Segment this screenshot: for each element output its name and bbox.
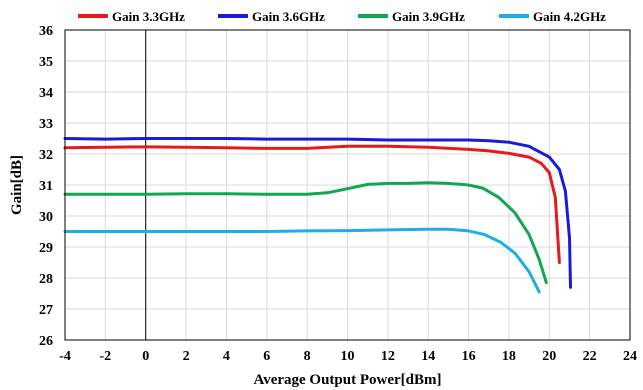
series-line bbox=[63, 144, 561, 264]
legend-label: Gain 3.6GHz bbox=[252, 9, 325, 24]
y-tick-label: 30 bbox=[39, 210, 53, 225]
x-tick-label: -4 bbox=[59, 349, 71, 364]
y-tick-label: 34 bbox=[39, 86, 53, 101]
x-tick-label: 6 bbox=[263, 349, 270, 364]
series-lines bbox=[63, 137, 572, 294]
y-tick-label: 31 bbox=[39, 179, 53, 194]
series-line bbox=[63, 181, 548, 285]
x-tick-label: 4 bbox=[223, 349, 230, 364]
x-tick-label: 2 bbox=[183, 349, 190, 364]
x-tick-label: -2 bbox=[100, 349, 112, 364]
y-tick-label: 28 bbox=[39, 272, 53, 287]
x-tick-label: 20 bbox=[542, 349, 556, 364]
x-tick-label: 18 bbox=[502, 349, 516, 364]
legend: Gain 3.3GHz Gain 3.6GHz Gain 3.9GHz Gain 4.… bbox=[78, 9, 606, 24]
y-tick-label: 29 bbox=[39, 241, 53, 256]
x-tick-label: 12 bbox=[381, 349, 395, 364]
y-tick-label: 26 bbox=[39, 334, 53, 349]
x-tick-label: 10 bbox=[341, 349, 355, 364]
tick-labels: -4 -2 0 2 4 6 8 10 12 14 16 18 20 22 24262728293031323… bbox=[39, 24, 637, 364]
x-tick-label: 22 bbox=[583, 349, 597, 364]
x-tick-label: 14 bbox=[421, 349, 435, 364]
x-tick-label: 8 bbox=[304, 349, 311, 364]
x-axis-label: Average Output Power[dBm] bbox=[253, 372, 441, 388]
legend-label: Gain 3.9GHz bbox=[392, 9, 465, 24]
x-tick-label: 16 bbox=[462, 349, 476, 364]
x-tick-label: 0 bbox=[142, 349, 149, 364]
legend-label: Gain 3.3GHz bbox=[112, 9, 185, 24]
y-tick-label: 36 bbox=[39, 24, 53, 39]
y-tick-label: 33 bbox=[39, 117, 53, 132]
plot-frame bbox=[64, 29, 631, 341]
legend-label: Gain 4.2GHz bbox=[533, 9, 606, 24]
y-axis-label: Gain[dB] bbox=[9, 155, 25, 215]
y-tick-label: 35 bbox=[39, 55, 53, 70]
y-tick-label: 27 bbox=[39, 303, 53, 318]
grid-lines bbox=[64, 29, 631, 341]
series-line bbox=[63, 227, 541, 294]
series-line bbox=[63, 137, 572, 289]
x-tick-label: 24 bbox=[623, 349, 637, 364]
y-tick-label: 32 bbox=[39, 148, 53, 163]
